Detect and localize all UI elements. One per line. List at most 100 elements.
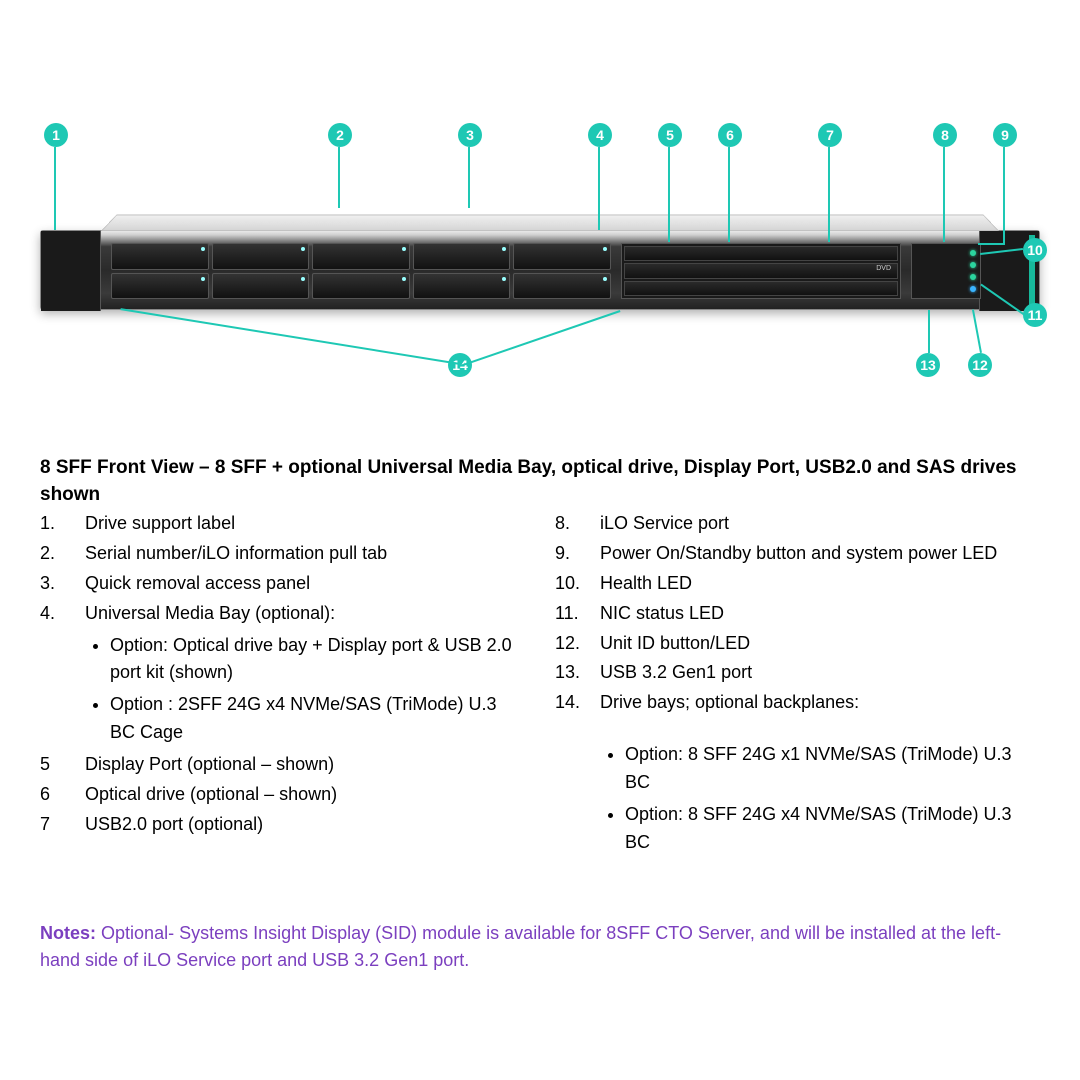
leader-line — [120, 308, 460, 365]
health-led — [970, 262, 976, 268]
leader-line — [828, 147, 830, 242]
legend-item-text: iLO Service port — [600, 510, 1040, 538]
callout-bubble-6: 6 — [718, 123, 742, 147]
legend-columns: 1.Drive support label2.Serial number/iLO… — [40, 510, 1040, 861]
legend-item-text: Unit ID button/LED — [600, 630, 1040, 658]
legend-item-text: USB2.0 port (optional) — [85, 811, 525, 839]
drive-bay — [413, 273, 511, 300]
legend-item: 4.Universal Media Bay (optional): — [40, 600, 525, 628]
legend-item-number: 10. — [555, 570, 600, 598]
legend-item-text: USB 3.2 Gen1 port — [600, 659, 1040, 687]
legend-item-number: 2. — [40, 540, 85, 568]
server-chassis — [40, 230, 1040, 310]
legend-subitem: Option: 8 SFF 24G x1 NVMe/SAS (TriMode) … — [625, 741, 1040, 797]
legend-item-number: 6 — [40, 781, 85, 809]
legend-item-number: 1. — [40, 510, 85, 538]
legend-item: 2.Serial number/iLO information pull tab — [40, 540, 525, 568]
legend-item-text: Optical drive (optional – shown) — [85, 781, 525, 809]
callout-bubble-4: 4 — [588, 123, 612, 147]
leader-line — [978, 243, 1005, 245]
legend-subitem: Option: 8 SFF 24G x4 NVMe/SAS (TriMode) … — [625, 801, 1040, 857]
drive-bay — [212, 243, 310, 270]
notes-block: Notes: Optional- Systems Insight Display… — [40, 920, 1040, 974]
drive-bay — [312, 273, 410, 300]
drive-bay — [111, 243, 209, 270]
callout-bubble-12: 12 — [968, 353, 992, 377]
legend-item-text: Quick removal access panel — [85, 570, 525, 598]
callout-diagram: 1234567891011121314 — [40, 135, 1040, 435]
legend-item: 9.Power On/Standby button and system pow… — [555, 540, 1040, 568]
legend-subitem: Option: Optical drive bay + Display port… — [110, 632, 525, 688]
leader-line — [460, 310, 621, 367]
legend-item-number: 9. — [555, 540, 600, 568]
legend-item-number: 12. — [555, 630, 600, 658]
leader-line — [668, 147, 670, 242]
universal-media-bay — [621, 243, 901, 299]
leader-line — [728, 147, 730, 242]
legend-item: 12.Unit ID button/LED — [555, 630, 1040, 658]
leader-line — [928, 310, 930, 353]
legend-item-number: 11. — [555, 600, 600, 628]
legend-item-number: 5 — [40, 751, 85, 779]
legend-item: 1.Drive support label — [40, 510, 525, 538]
nic-led — [970, 274, 976, 280]
legend-item: 8.iLO Service port — [555, 510, 1040, 538]
legend-sublist: Option: Optical drive bay + Display port… — [110, 632, 525, 748]
legend-item: 13.USB 3.2 Gen1 port — [555, 659, 1040, 687]
legend-item: 10.Health LED — [555, 570, 1040, 598]
leader-line — [338, 147, 340, 208]
legend-item: 11.NIC status LED — [555, 600, 1040, 628]
power-led — [970, 250, 976, 256]
legend-sublist: Option: 8 SFF 24G x1 NVMe/SAS (TriMode) … — [625, 741, 1040, 857]
callout-bubble-2: 2 — [328, 123, 352, 147]
legend-item-text: Drive support label — [85, 510, 525, 538]
legend-item: 3.Quick removal access panel — [40, 570, 525, 598]
leader-line — [598, 147, 600, 230]
drive-bay — [312, 243, 410, 270]
callout-bubble-9: 9 — [993, 123, 1017, 147]
legend-item-text: Health LED — [600, 570, 1040, 598]
leader-line — [468, 147, 470, 208]
legend-item-text: Power On/Standby button and system power… — [600, 540, 1040, 568]
drive-bay — [111, 273, 209, 300]
legend-item-number: 14. — [555, 689, 600, 717]
legend-item: 7USB2.0 port (optional) — [40, 811, 525, 839]
legend-item: 6Optical drive (optional – shown) — [40, 781, 525, 809]
callout-bubble-3: 3 — [458, 123, 482, 147]
legend-item: 5Display Port (optional – shown) — [40, 751, 525, 779]
legend-item-text: Universal Media Bay (optional): — [85, 600, 525, 628]
legend-item-text: Drive bays; optional backplanes: — [600, 689, 1040, 717]
optical-drive — [624, 263, 898, 278]
left-rack-ear — [41, 231, 101, 311]
legend-item-number: 3. — [40, 570, 85, 598]
legend-item: 14.Drive bays; optional backplanes: — [555, 689, 1040, 717]
media-row — [624, 246, 898, 261]
leader-line — [1003, 147, 1005, 245]
control-panel — [911, 243, 981, 299]
server-top-lid — [101, 215, 999, 231]
leader-line — [943, 147, 945, 242]
callout-bubble-7: 7 — [818, 123, 842, 147]
legend-item-number: 4. — [40, 600, 85, 628]
legend-item-text: Display Port (optional – shown) — [85, 751, 525, 779]
leader-line — [972, 310, 982, 353]
drive-bay — [513, 273, 611, 300]
callout-bubble-8: 8 — [933, 123, 957, 147]
callout-bubble-5: 5 — [658, 123, 682, 147]
legend-item-number: 13. — [555, 659, 600, 687]
callout-bubble-13: 13 — [916, 353, 940, 377]
drive-bay — [413, 243, 511, 270]
legend-column-right: 8.iLO Service port9.Power On/Standby but… — [555, 510, 1040, 861]
notes-label: Notes: — [40, 923, 96, 943]
media-row — [624, 281, 898, 296]
callout-bubble-11: 11 — [1023, 303, 1047, 327]
drive-bay — [513, 243, 611, 270]
legend-item-text: NIC status LED — [600, 600, 1040, 628]
drive-bay — [212, 273, 310, 300]
callout-bubble-10: 10 — [1023, 238, 1047, 262]
legend-item-number: 7 — [40, 811, 85, 839]
callout-bubble-1: 1 — [44, 123, 68, 147]
legend-item-number: 8. — [555, 510, 600, 538]
legend-column-left: 1.Drive support label2.Serial number/iLO… — [40, 510, 525, 861]
leader-line — [54, 147, 56, 230]
